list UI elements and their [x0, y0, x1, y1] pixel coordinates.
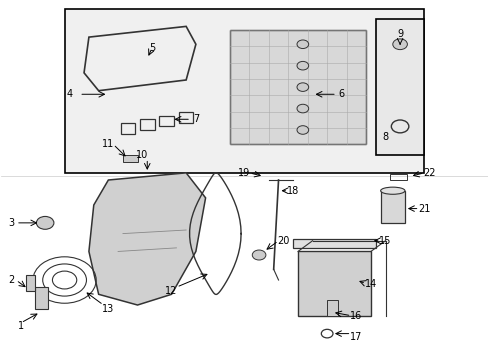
Bar	[229, 30, 366, 144]
Text: 18: 18	[286, 186, 299, 196]
Bar	[292, 239, 375, 248]
Text: 9: 9	[396, 28, 402, 39]
Text: 16: 16	[349, 311, 362, 321]
Bar	[389, 174, 407, 180]
Text: 22: 22	[422, 168, 435, 178]
Text: 1: 1	[18, 321, 24, 332]
Text: 14: 14	[364, 279, 376, 289]
Text: 5: 5	[149, 43, 155, 53]
Circle shape	[296, 104, 308, 113]
Text: 8: 8	[382, 132, 388, 142]
Bar	[122, 155, 137, 162]
Polygon shape	[89, 173, 205, 305]
Circle shape	[252, 250, 265, 260]
Text: 21: 21	[417, 203, 430, 213]
Text: 12: 12	[165, 286, 178, 296]
Text: 19: 19	[238, 168, 250, 178]
Text: 3: 3	[8, 218, 14, 228]
Polygon shape	[297, 251, 370, 316]
Text: 20: 20	[277, 236, 289, 246]
Text: 11: 11	[102, 139, 114, 149]
Circle shape	[296, 83, 308, 91]
Text: 15: 15	[379, 236, 391, 246]
Bar	[26, 275, 35, 291]
Bar	[375, 19, 424, 155]
Circle shape	[296, 40, 308, 49]
Text: 2: 2	[8, 275, 14, 285]
Circle shape	[296, 62, 308, 70]
Circle shape	[36, 216, 54, 229]
Bar	[326, 300, 337, 316]
Ellipse shape	[380, 187, 404, 194]
Text: 4: 4	[66, 89, 72, 99]
Bar	[380, 191, 404, 223]
Circle shape	[392, 39, 407, 50]
Circle shape	[296, 126, 308, 134]
Bar	[35, 287, 47, 309]
Text: 6: 6	[338, 89, 344, 99]
Text: 17: 17	[349, 332, 362, 342]
Bar	[64, 9, 424, 173]
Text: 7: 7	[192, 114, 199, 124]
Text: 10: 10	[136, 150, 148, 160]
Text: 13: 13	[102, 303, 114, 314]
